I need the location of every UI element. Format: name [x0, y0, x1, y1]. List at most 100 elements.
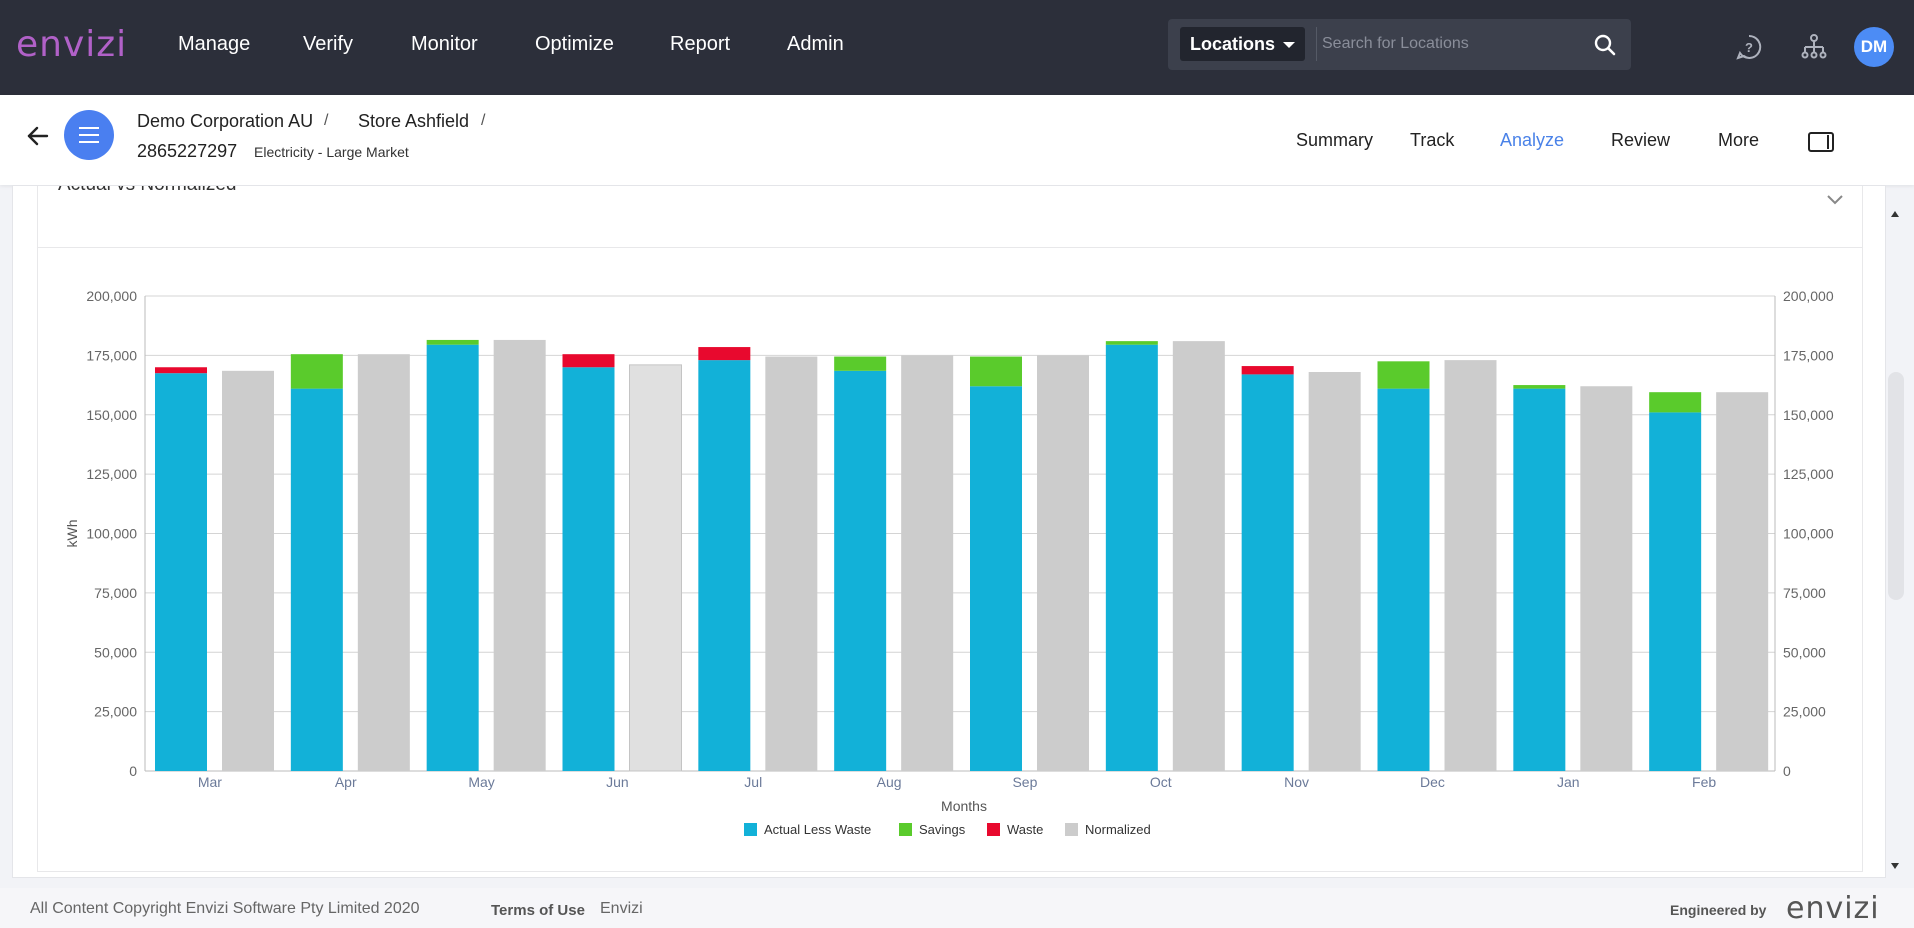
help-icon[interactable]: ?	[1735, 33, 1763, 61]
nav-verify[interactable]: Verify	[303, 33, 354, 55]
nav-report[interactable]: Report	[670, 33, 731, 55]
scroll-down-arrow-icon[interactable]	[1891, 863, 1899, 869]
svg-text:?: ?	[1745, 40, 1753, 55]
legend-label: Normalized	[1085, 822, 1151, 837]
x-tick-label: Jul	[744, 774, 762, 790]
bar-waste	[155, 367, 207, 374]
legend-label: Waste	[1007, 822, 1043, 837]
y-tick-label: 25,000	[94, 704, 137, 720]
bar-normalized	[901, 355, 954, 771]
chart-card: Actual vs Normalized 0 0 25,000 25,000 50,00…	[12, 185, 1886, 878]
bar-waste	[1241, 366, 1294, 375]
legend-swatch	[899, 823, 912, 836]
search-scope-select[interactable]: Locations	[1180, 27, 1305, 61]
y-tick-label: 200,000	[86, 288, 137, 304]
y-axis-title: kWh	[64, 520, 80, 548]
location-header: Demo Corporation AU / Store Ashfield / 2…	[0, 95, 1914, 185]
y-tick-label-right: 125,000	[1783, 466, 1834, 482]
engineered-by-label: Engineered by	[1670, 902, 1767, 918]
bar-savings	[1377, 361, 1430, 389]
bar-actual-less-waste	[1241, 374, 1294, 771]
footer-brand-link[interactable]: Envizi	[600, 900, 643, 917]
bar-savings	[1649, 392, 1702, 413]
x-tick-label: May	[468, 774, 494, 790]
legend-swatch	[987, 823, 1000, 836]
x-tick-label: Nov	[1284, 774, 1309, 790]
breadcrumb-location[interactable]: Store Ashfield	[358, 111, 470, 131]
bar-actual-less-waste	[698, 360, 751, 771]
x-tick-label: Mar	[198, 774, 222, 790]
bar-normalized	[1308, 372, 1361, 771]
y-tick-label-right: 50,000	[1783, 644, 1826, 660]
bar-savings	[1513, 385, 1566, 389]
search-input[interactable]	[1322, 27, 1572, 61]
bar-normalized	[765, 356, 818, 771]
bar-actual-less-waste	[155, 373, 207, 771]
chart-panel-divider	[37, 247, 1863, 248]
bar-normalized	[1716, 392, 1769, 771]
y-tick-label: 75,000	[94, 585, 137, 601]
bar-waste	[562, 354, 615, 368]
chart-panel-title: Actual vs Normalized	[58, 186, 236, 196]
bar-actual-less-waste	[426, 344, 479, 771]
nav-monitor[interactable]: Monitor	[411, 33, 478, 55]
scrollbar-thumb[interactable]	[1888, 372, 1904, 600]
legend-label: Actual Less Waste	[764, 822, 871, 837]
y-tick-label-right: 100,000	[1783, 526, 1834, 542]
y-tick-label-right: 200,000	[1783, 288, 1834, 304]
user-avatar[interactable]: DM	[1854, 27, 1894, 67]
bar-savings	[426, 339, 479, 345]
search-divider	[1316, 27, 1317, 61]
scroll-up-arrow-icon[interactable]	[1891, 211, 1899, 217]
menu-button[interactable]	[64, 110, 114, 160]
x-tick-label: Feb	[1692, 774, 1716, 790]
legend-label: Savings	[919, 822, 966, 837]
tab-analyze[interactable]: Analyze	[1500, 130, 1565, 150]
bar-normalized	[1037, 355, 1089, 771]
nav-optimize[interactable]: Optimize	[535, 33, 614, 55]
y-tick-label: 0	[129, 763, 137, 779]
tab-summary[interactable]: Summary	[1296, 130, 1374, 150]
breadcrumb-separator: /	[481, 112, 486, 129]
bar-normalized	[222, 370, 274, 771]
bar-actual-less-waste	[1105, 344, 1158, 771]
bar-normalized	[1172, 341, 1225, 771]
y-tick-label: 150,000	[86, 407, 137, 423]
bar-actual-less-waste	[562, 367, 615, 771]
legend-swatch	[744, 823, 757, 836]
bar-actual-less-waste	[970, 386, 1022, 771]
y-tick-label-right: 0	[1783, 763, 1791, 779]
chart-panel	[37, 186, 1863, 872]
bar-actual-less-waste	[1377, 388, 1430, 771]
search-icon[interactable]	[1593, 33, 1617, 57]
side-panel-icon[interactable]	[1808, 132, 1834, 152]
bar-normalized	[1580, 386, 1633, 771]
hierarchy-icon[interactable]	[1800, 33, 1828, 61]
search-scope-label: Locations	[1190, 34, 1276, 54]
tab-track[interactable]: Track	[1410, 130, 1455, 150]
breadcrumb-separator: /	[324, 112, 329, 129]
y-tick-label: 175,000	[86, 347, 137, 363]
terms-of-use-link[interactable]: Terms of Use	[491, 902, 585, 919]
tab-review[interactable]: Review	[1611, 130, 1671, 150]
nav-admin[interactable]: Admin	[787, 33, 844, 55]
bar-actual-less-waste	[834, 370, 887, 771]
copyright-text: All Content Copyright Envizi Software Pt…	[30, 900, 420, 917]
bar-normalized	[629, 364, 682, 772]
breadcrumb-organization[interactable]: Demo Corporation AU	[137, 111, 314, 131]
bar-savings	[1105, 341, 1158, 345]
x-tick-label: Apr	[335, 774, 357, 790]
chevron-down-icon[interactable]	[1826, 194, 1844, 206]
meter-type: Electricity - Large Market	[254, 144, 409, 160]
back-arrow-icon[interactable]	[26, 124, 50, 148]
bar-actual-less-waste	[1513, 388, 1566, 771]
x-axis-title: Months	[941, 798, 987, 814]
tab-more[interactable]: More	[1718, 130, 1760, 150]
x-tick-label: Aug	[877, 774, 902, 790]
bar-actual-less-waste	[1649, 412, 1702, 771]
meter-id: 2865227297	[137, 141, 238, 161]
nav-manage[interactable]: Manage	[178, 33, 251, 55]
envizi-logo[interactable]: envizi	[16, 24, 128, 65]
y-tick-label: 100,000	[86, 526, 137, 542]
caret-down-icon	[1283, 42, 1295, 48]
